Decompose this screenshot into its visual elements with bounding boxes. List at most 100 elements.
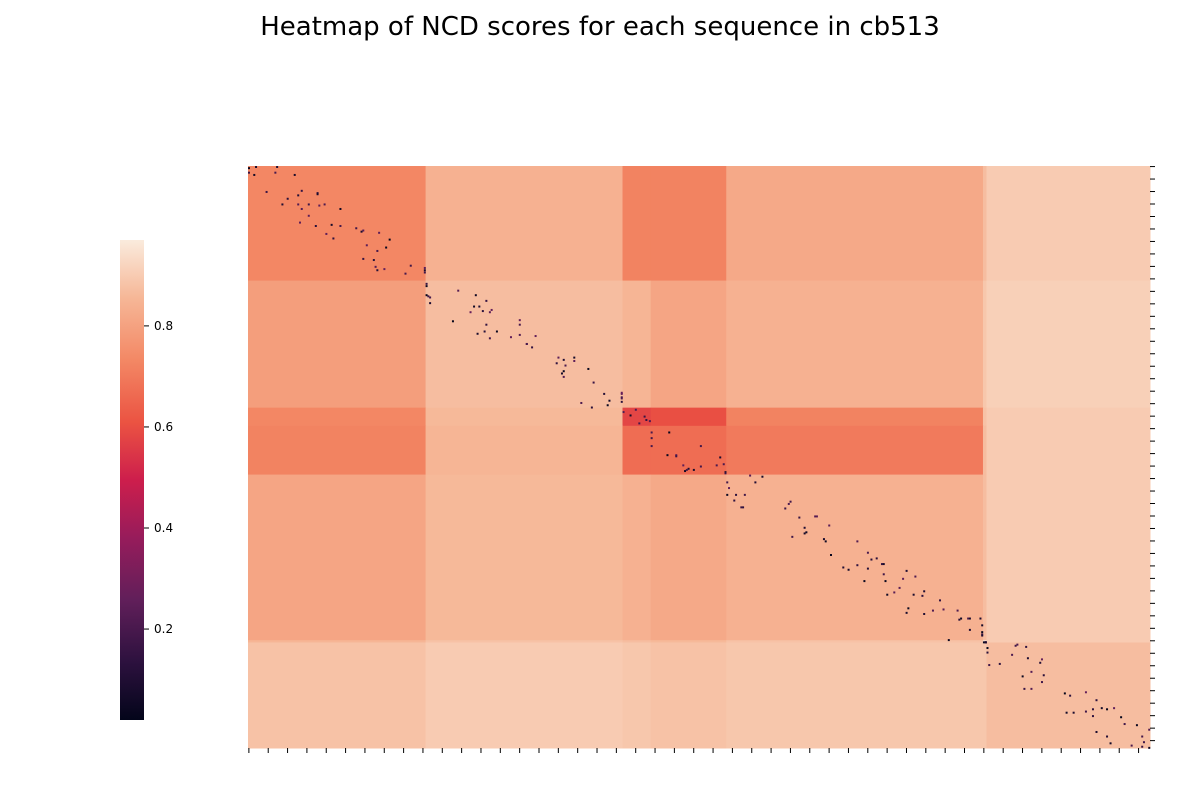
heatmap-block — [726, 640, 984, 643]
low-ncd-cell — [339, 224, 342, 227]
heatmap-block — [248, 642, 427, 749]
low-ncd-cell — [423, 271, 426, 274]
low-ncd-cell — [388, 238, 391, 241]
low-ncd-cell — [365, 244, 368, 247]
low-ncd-cell — [912, 593, 915, 596]
low-ncd-cell — [856, 564, 859, 567]
heatmap-block — [986, 425, 1151, 476]
low-ncd-cell — [297, 203, 300, 206]
low-ncd-cell — [884, 580, 887, 583]
low-ncd-cell — [469, 311, 472, 314]
low-ncd-cell — [620, 392, 623, 395]
low-ncd-cell — [733, 499, 736, 502]
heatmap-block — [248, 474, 427, 641]
low-ncd-cell — [828, 524, 831, 527]
heatmap-block — [248, 166, 427, 282]
low-ncd-cell — [1135, 724, 1138, 727]
low-ncd-cell — [822, 538, 825, 541]
low-ncd-cell — [650, 437, 653, 440]
low-ncd-cell — [580, 401, 583, 404]
low-ncd-cell — [518, 319, 521, 322]
low-ncd-cell — [606, 404, 609, 407]
low-ncd-cell — [842, 566, 845, 569]
low-ncd-cell — [562, 358, 565, 361]
heatmap-block — [622, 166, 652, 282]
low-ncd-cell — [743, 493, 746, 496]
low-ncd-cell — [735, 493, 738, 496]
low-ncd-cell — [1106, 735, 1109, 738]
heatmap-block — [650, 425, 727, 476]
low-ncd-cell — [355, 227, 358, 230]
low-ncd-cell — [276, 166, 279, 168]
low-ncd-cell — [905, 569, 908, 572]
low-ncd-cell — [307, 214, 310, 217]
low-ncd-cell — [847, 568, 850, 571]
low-ncd-cell — [378, 231, 381, 234]
low-ncd-cell — [1095, 730, 1098, 733]
low-ncd-cell — [1123, 723, 1126, 726]
low-ncd-cell — [791, 535, 794, 538]
low-ncd-cell — [425, 285, 428, 288]
heatmap-block — [650, 166, 727, 282]
heatmap-block — [986, 474, 1151, 641]
low-ncd-cell — [557, 356, 560, 359]
heatmap-block — [650, 407, 727, 427]
low-ncd-cell — [784, 507, 787, 510]
low-ncd-cell — [265, 190, 268, 193]
low-ncd-cell — [675, 455, 678, 458]
low-ncd-cell — [404, 272, 407, 275]
low-ncd-cell — [300, 189, 303, 192]
low-ncd-cell — [483, 330, 486, 333]
low-ncd-cell — [650, 445, 653, 448]
low-ncd-cell — [699, 465, 702, 468]
low-ncd-cell — [719, 456, 722, 459]
low-ncd-cell — [863, 580, 866, 583]
low-ncd-cell — [423, 266, 426, 269]
low-ncd-cell — [573, 356, 576, 359]
low-ncd-cell — [692, 468, 695, 471]
heatmap-block — [248, 407, 427, 427]
low-ncd-cell — [525, 342, 528, 345]
low-ncd-cell — [1091, 708, 1094, 711]
low-ncd-cell — [1072, 711, 1075, 714]
heatmap-block — [622, 642, 652, 749]
low-ncd-cell — [427, 295, 430, 298]
heatmap-block — [982, 166, 987, 282]
low-ncd-cell — [281, 203, 284, 206]
low-ncd-cell — [330, 223, 333, 226]
heatmap-block — [425, 166, 624, 282]
low-ncd-cell — [958, 618, 961, 621]
heatmap-block — [982, 474, 987, 641]
low-ncd-cell — [1148, 728, 1151, 731]
low-ncd-cell — [882, 563, 885, 566]
low-ncd-cell — [476, 332, 479, 335]
low-ncd-cell — [648, 420, 651, 423]
low-ncd-cell — [722, 463, 725, 466]
low-ncd-cell — [754, 481, 757, 484]
low-ncd-cell — [761, 475, 764, 478]
low-ncd-cell — [715, 464, 718, 467]
low-ncd-cell — [923, 612, 926, 615]
low-ncd-cell — [634, 408, 637, 411]
low-ncd-cell — [902, 577, 905, 580]
low-ncd-cell — [316, 192, 319, 195]
low-ncd-cell — [742, 506, 745, 509]
low-ncd-cell — [1030, 670, 1033, 673]
low-ncd-cell — [473, 305, 476, 308]
low-ncd-cell — [620, 397, 623, 400]
heatmap-block — [622, 407, 652, 427]
heatmap-block — [982, 425, 987, 476]
low-ncd-cell — [942, 608, 945, 611]
low-ncd-cell — [629, 414, 632, 417]
low-ncd-cell — [362, 257, 365, 260]
low-ncd-cell — [485, 323, 488, 326]
low-ncd-cell — [1130, 744, 1133, 747]
low-ncd-cell — [457, 289, 460, 292]
low-ncd-cell — [560, 372, 563, 375]
heatmap-block — [622, 425, 652, 476]
low-ncd-cell — [981, 624, 984, 627]
low-ncd-cell — [409, 264, 412, 267]
low-ncd-cell — [481, 310, 484, 313]
low-ncd-cell — [882, 573, 885, 576]
low-ncd-cell — [603, 392, 606, 395]
